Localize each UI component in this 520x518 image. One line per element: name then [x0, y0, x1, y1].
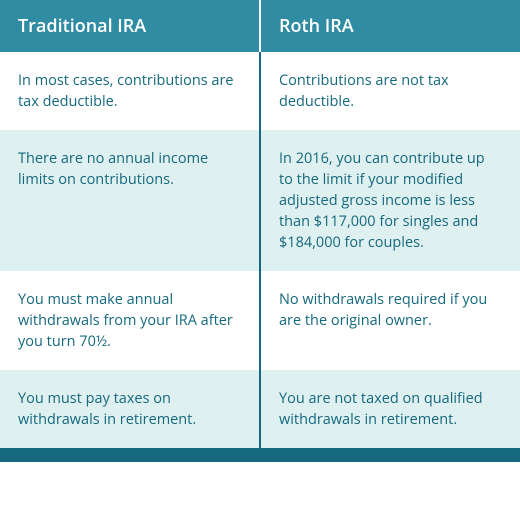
table-row: You must pay taxes on withdrawals in ret… — [0, 370, 520, 448]
column-header-traditional: Traditional IRA — [0, 0, 259, 52]
cell-traditional: In most cases, contributions are tax ded… — [0, 52, 259, 130]
cell-traditional: You must pay taxes on withdrawals in ret… — [0, 370, 259, 448]
cell-roth: No withdrawals required if you are the o… — [261, 271, 520, 370]
cell-traditional: You must make annual withdrawals from yo… — [0, 271, 259, 370]
table-header-row: Traditional IRA Roth IRA — [0, 0, 520, 52]
cell-roth: Contributions are not tax deductible. — [261, 52, 520, 130]
cell-roth: In 2016, you can contribute up to the li… — [261, 130, 520, 271]
footer-bar — [0, 448, 520, 462]
table-row: In most cases, contributions are tax ded… — [0, 52, 520, 130]
cell-traditional: There are no annual income limits on con… — [0, 130, 259, 271]
column-header-roth: Roth IRA — [261, 0, 520, 52]
cell-roth: You are not taxed on qualified withdrawa… — [261, 370, 520, 448]
table-row: You must make annual withdrawals from yo… — [0, 271, 520, 370]
table-row: There are no annual income limits on con… — [0, 130, 520, 271]
comparison-table: Traditional IRA Roth IRA In most cases, … — [0, 0, 520, 462]
